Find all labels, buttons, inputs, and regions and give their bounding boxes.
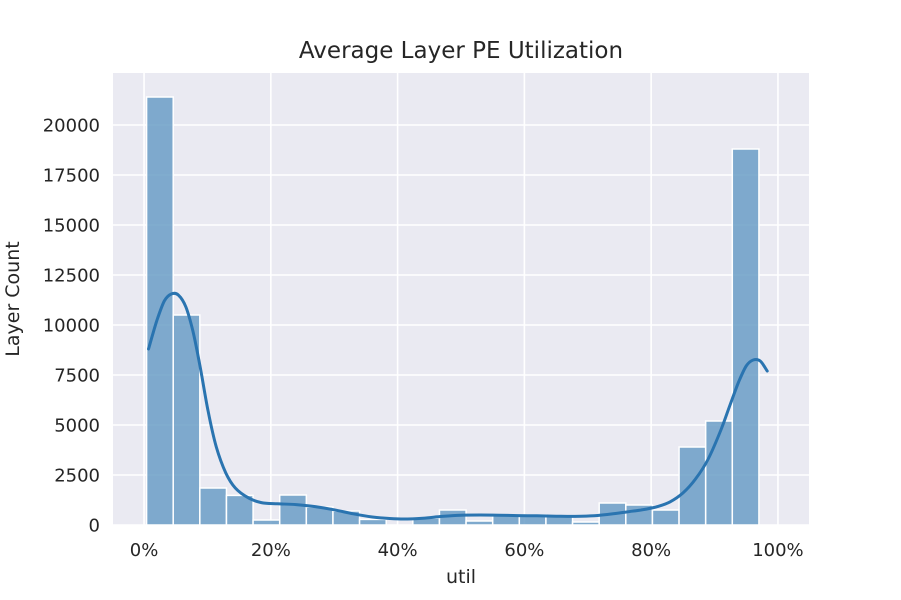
y-tick-label: 0 (89, 516, 100, 537)
y-tick-label: 5000 (54, 416, 100, 437)
y-axis-label: Layer Count (2, 241, 24, 356)
y-tick-label: 17500 (43, 166, 100, 187)
y-tick-label: 15000 (43, 216, 100, 237)
kde-curve (147, 291, 769, 521)
y-tick-label: 10000 (43, 316, 100, 337)
x-tick-label: 20% (251, 540, 291, 561)
histogram-bar-16 (571, 521, 600, 526)
x-tick-label: 100% (752, 540, 803, 561)
x-tick-label: 60% (504, 540, 544, 561)
histogram-bar-8 (358, 518, 387, 526)
y-tick-label: 2500 (54, 466, 100, 487)
vertical-gridlines (143, 73, 779, 525)
histogram-bar-4 (252, 519, 281, 526)
histogram-bar-2 (199, 487, 228, 526)
x-tick-label: 40% (378, 540, 418, 561)
histogram-bar-5 (278, 494, 308, 526)
x-axis-label: util (446, 566, 476, 588)
histogram-bar-22 (731, 148, 760, 526)
x-tick-label: 80% (631, 540, 671, 561)
y-tick-label: 12500 (43, 266, 100, 287)
y-axis-tick-labels: 0 2500 5000 7500 10000 12500 15000 17500 20000 (43, 116, 100, 537)
chart-title: Average Layer PE Utilization (299, 38, 623, 64)
x-tick-label: 0% (130, 540, 159, 561)
histogram-bar-19 (651, 509, 680, 526)
y-tick-label: 20000 (43, 116, 100, 137)
x-axis-tick-labels: 0% 20% 40% 60% 80% 100% (130, 540, 804, 561)
histogram-bar-3 (225, 494, 254, 526)
histogram-bar-20 (678, 446, 707, 526)
y-tick-label: 7500 (54, 366, 100, 387)
histogram-bar-12 (465, 520, 494, 526)
